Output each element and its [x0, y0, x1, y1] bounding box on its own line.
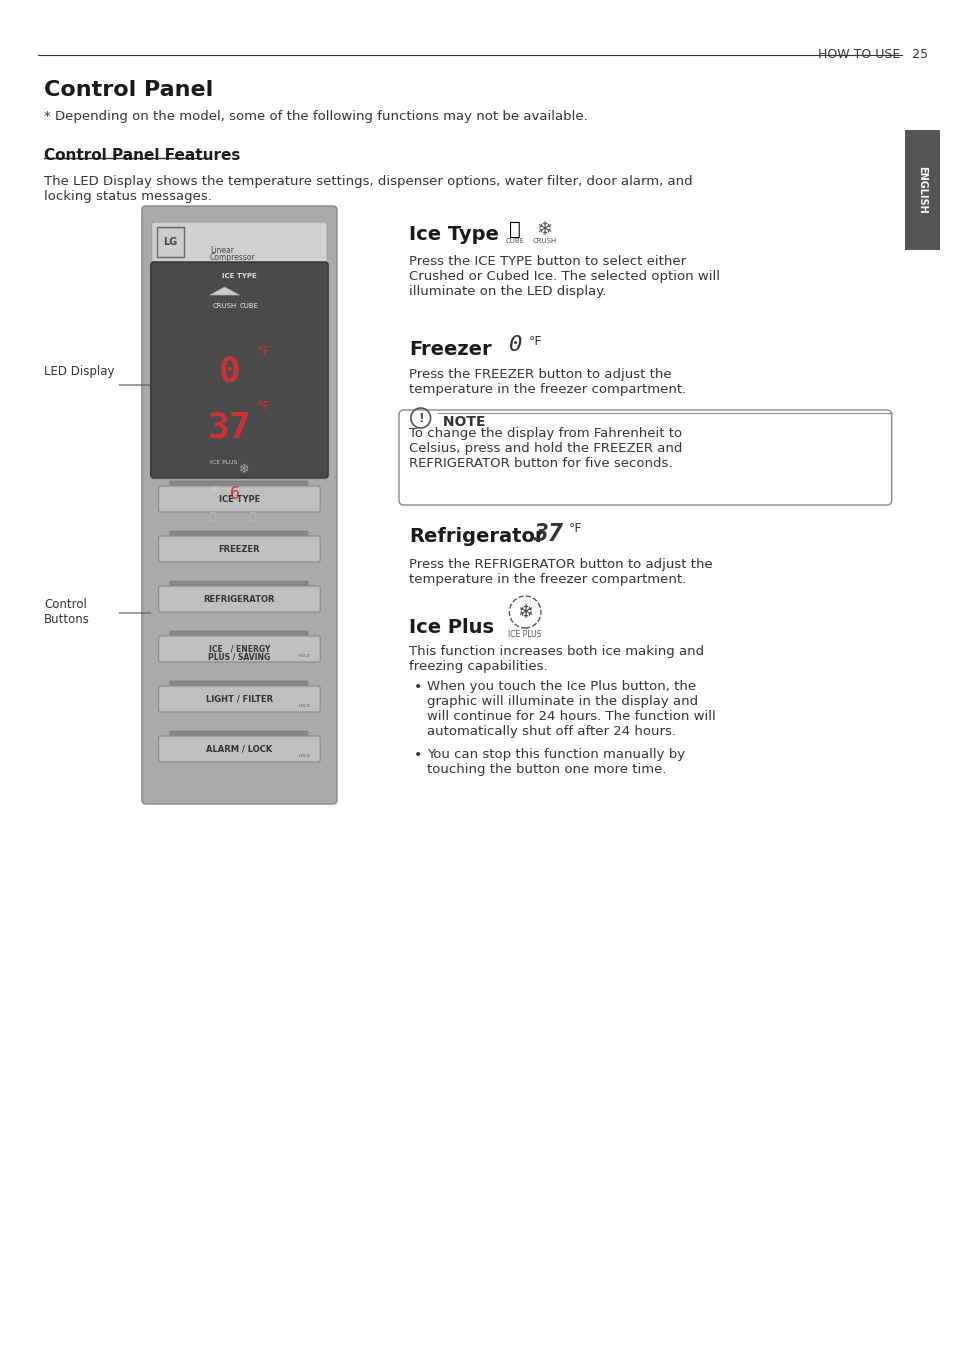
FancyBboxPatch shape [158, 686, 320, 712]
FancyBboxPatch shape [171, 681, 308, 686]
Text: CRUSH: CRUSH [532, 239, 557, 244]
FancyBboxPatch shape [158, 585, 320, 611]
Text: °F: °F [568, 522, 581, 535]
Text: ICE PLUS: ICE PLUS [508, 631, 541, 639]
Text: Ice Type: Ice Type [409, 225, 498, 244]
Text: •: • [414, 749, 421, 762]
FancyBboxPatch shape [158, 536, 320, 562]
Text: ICE TYPE: ICE TYPE [222, 273, 256, 280]
Text: This function increases both ice making and
freezing capabilities.: This function increases both ice making … [409, 644, 703, 673]
FancyBboxPatch shape [142, 206, 336, 803]
Text: °F: °F [529, 335, 542, 348]
Text: LG: LG [163, 237, 177, 247]
Text: * Depending on the model, some of the following functions may not be available.: * Depending on the model, some of the fo… [44, 110, 587, 123]
FancyBboxPatch shape [171, 581, 308, 585]
Text: NOTE: NOTE [438, 415, 490, 429]
Text: •: • [414, 680, 421, 694]
Text: ICE PLUS: ICE PLUS [210, 461, 237, 465]
Text: ALARM / LOCK: ALARM / LOCK [206, 744, 273, 754]
Text: HOLD: HOLD [298, 654, 310, 658]
Text: 🔒: 🔒 [249, 510, 254, 520]
FancyBboxPatch shape [398, 410, 891, 505]
FancyBboxPatch shape [171, 481, 308, 485]
Text: ❄: ❄ [537, 219, 553, 239]
FancyBboxPatch shape [158, 736, 320, 762]
Text: ❄: ❄ [239, 463, 250, 476]
Text: 0: 0 [218, 355, 240, 389]
FancyBboxPatch shape [171, 531, 308, 535]
Text: HOLD: HOLD [298, 703, 310, 707]
Text: Freezer: Freezer [409, 340, 491, 359]
Text: 37: 37 [534, 522, 563, 546]
Text: ENGLISH: ENGLISH [916, 166, 926, 214]
Text: Press the REFRIGERATOR button to adjust the
temperature in the freezer compartme: Press the REFRIGERATOR button to adjust … [409, 558, 712, 585]
FancyBboxPatch shape [171, 731, 308, 735]
Text: 🔊: 🔊 [210, 510, 215, 520]
Text: Control Panel Features: Control Panel Features [44, 148, 240, 163]
Text: 🧊: 🧊 [509, 219, 520, 239]
Text: Press the ICE TYPE button to select either
Crushed or Cubed Ice. The selected op: Press the ICE TYPE button to select eith… [409, 255, 720, 298]
Text: Compressor: Compressor [210, 254, 255, 262]
Text: ICE   / ENERGY: ICE / ENERGY [209, 644, 270, 653]
Text: !: ! [417, 411, 423, 425]
Text: °F: °F [257, 345, 271, 358]
Text: Refrigerator: Refrigerator [409, 526, 544, 546]
FancyBboxPatch shape [903, 130, 939, 250]
Text: FREEZER: FREEZER [218, 544, 260, 554]
Polygon shape [210, 287, 239, 295]
Text: The LED Display shows the temperature settings, dispenser options, water filter,: The LED Display shows the temperature se… [44, 175, 692, 203]
Text: Control Panel: Control Panel [44, 80, 213, 100]
FancyBboxPatch shape [151, 262, 328, 478]
Text: Control
Buttons: Control Buttons [44, 598, 91, 627]
Text: You can stop this function manually by
touching the button one more time.: You can stop this function manually by t… [426, 749, 684, 776]
Text: Linear: Linear [210, 245, 233, 255]
Text: ICE TYPE: ICE TYPE [218, 495, 260, 503]
Text: 37: 37 [208, 410, 251, 444]
Text: LED Display: LED Display [44, 365, 114, 378]
Text: HOLD: HOLD [298, 754, 310, 758]
FancyBboxPatch shape [171, 631, 308, 635]
Text: REFRIGERATOR: REFRIGERATOR [203, 595, 274, 603]
Text: LIGHT / FILTER: LIGHT / FILTER [206, 695, 273, 703]
Text: ☀: ☀ [210, 485, 219, 495]
Text: CUBE: CUBE [239, 303, 258, 308]
Text: Ice Plus: Ice Plus [409, 618, 494, 638]
Text: PLUS / SAVING: PLUS / SAVING [208, 653, 271, 661]
Text: CUBE: CUBE [505, 239, 524, 244]
FancyBboxPatch shape [156, 228, 184, 256]
Text: Press the FREEZER button to adjust the
temperature in the freezer compartment.: Press the FREEZER button to adjust the t… [409, 367, 685, 396]
FancyBboxPatch shape [152, 222, 327, 262]
Text: 0: 0 [508, 335, 521, 355]
FancyBboxPatch shape [158, 485, 320, 511]
Text: To change the display from Fahrenheit to
Celsius, press and hold the FREEZER and: To change the display from Fahrenheit to… [409, 426, 681, 470]
Text: 6: 6 [230, 485, 239, 503]
Text: When you touch the Ice Plus button, the
graphic will illuminate in the display a: When you touch the Ice Plus button, the … [426, 680, 715, 738]
Text: °F: °F [257, 400, 271, 413]
Text: CRUSH: CRUSH [213, 303, 236, 308]
Text: ❄: ❄ [517, 602, 533, 621]
Text: HOW TO USE   25: HOW TO USE 25 [817, 48, 927, 60]
FancyBboxPatch shape [158, 636, 320, 662]
